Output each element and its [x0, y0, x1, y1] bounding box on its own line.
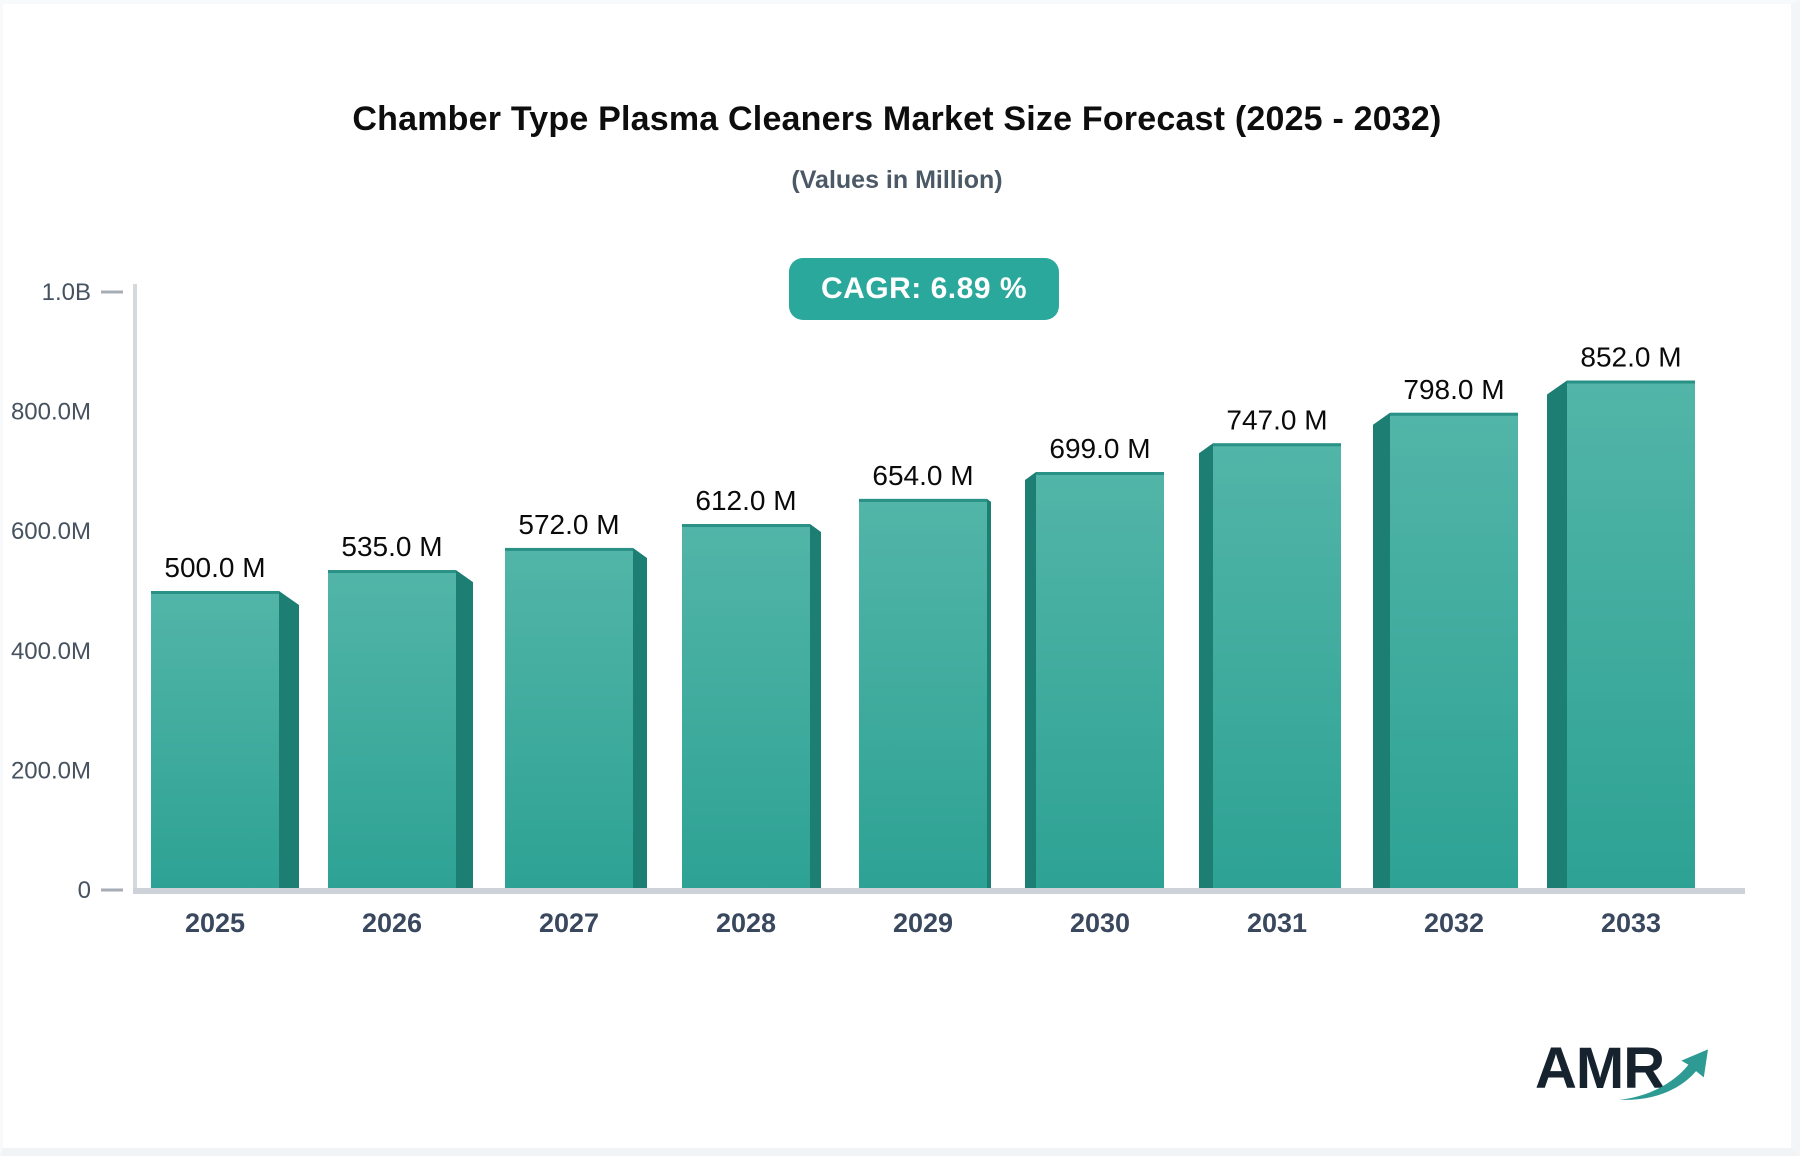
x-tick-label: 2028 [716, 908, 776, 938]
y-axis-line [133, 284, 137, 894]
bar-top-edge [1390, 412, 1518, 416]
bar-2029[interactable]: 654.0 M 2029 [859, 460, 991, 938]
bar-value-label: 572.0 M [518, 509, 619, 540]
growth-arrow-icon [1619, 1049, 1708, 1100]
bar-top-edge [859, 498, 987, 502]
bar-side-face[interactable] [633, 547, 647, 890]
bar-face[interactable] [859, 498, 987, 890]
x-tick-label: 2033 [1601, 908, 1661, 938]
cagr-badge: CAGR: 6.89 % [788, 258, 1060, 320]
y-tick-label: 200.0M [11, 757, 91, 784]
y-tick-label: 800.0M [11, 399, 91, 426]
bar-value-label: 612.0 M [695, 485, 796, 516]
bar-face[interactable] [151, 591, 279, 890]
x-tick-label: 2029 [893, 908, 953, 938]
bar-2025[interactable]: 500.0 M 2025 [151, 552, 299, 938]
x-axis-line [133, 888, 1745, 894]
amr-logo[interactable]: AMR [1535, 1034, 1715, 1114]
x-tick-label: 2025 [185, 908, 245, 938]
bar-value-label: 500.0 M [164, 552, 265, 583]
bar-side-face[interactable] [987, 498, 991, 890]
bar-top-edge [151, 591, 279, 594]
bar-2033[interactable]: 852.0 M 2033 [1547, 342, 1695, 938]
bar-face[interactable] [1036, 471, 1164, 890]
bar-2026[interactable]: 535.0 M 2026 [328, 531, 473, 938]
bar-side-face[interactable] [1025, 471, 1036, 890]
y-tick-label: 600.0M [11, 518, 91, 545]
bar-side-face[interactable] [279, 591, 299, 890]
chart-subtitle: (Values in Million) [791, 166, 1003, 194]
bar-value-label: 852.0 M [1580, 342, 1681, 373]
bar-2028[interactable]: 612.0 M 2028 [682, 485, 821, 938]
bar-top-edge [1036, 471, 1164, 475]
chart-title: Chamber Type Plasma Cleaners Market Size… [352, 100, 1442, 138]
bar-value-label: 535.0 M [341, 531, 442, 562]
bar-face[interactable] [682, 524, 810, 890]
bar-value-label: 798.0 M [1403, 374, 1504, 405]
y-tick-dash [101, 290, 123, 294]
bar-2030[interactable]: 699.0 M 2030 [1025, 433, 1164, 938]
x-tick-label: 2027 [539, 908, 599, 938]
bar-face[interactable] [328, 570, 456, 890]
bar-side-face[interactable] [810, 524, 821, 890]
x-tick-label: 2026 [362, 908, 422, 938]
bar-chart: 0 200.0M 400.0M 600.0M 800.0M 1.0B 500.0 M 2025… [11, 279, 1745, 938]
bar-value-label: 747.0 M [1226, 404, 1327, 435]
bar-face[interactable] [1213, 443, 1341, 890]
x-tick-label: 2030 [1070, 908, 1130, 938]
bar-side-face[interactable] [456, 570, 473, 890]
x-tick-label: 2031 [1247, 908, 1307, 938]
bar-2027[interactable]: 572.0 M 2027 [505, 509, 647, 938]
y-tick-label: 400.0M [11, 638, 91, 665]
y-tick-label: 1.0B [42, 279, 91, 306]
bar-side-face[interactable] [1373, 412, 1390, 890]
bar-face[interactable] [1390, 412, 1518, 890]
bar-2032[interactable]: 798.0 M 2032 [1373, 374, 1518, 938]
bar-2031[interactable]: 747.0 M 2031 [1199, 404, 1341, 938]
bar-side-face[interactable] [1199, 443, 1213, 890]
bar-face[interactable] [1567, 380, 1695, 890]
x-tick-label: 2032 [1424, 908, 1484, 938]
y-tick-label: 0 [78, 877, 91, 904]
bar-value-label: 699.0 M [1049, 433, 1150, 464]
bar-side-face[interactable] [1547, 380, 1567, 890]
bar-top-edge [1567, 380, 1695, 384]
bar-top-edge [328, 570, 456, 574]
bar-top-edge [1213, 443, 1341, 447]
amr-logo-text: AMR [1535, 1036, 1665, 1101]
y-tick-dash [101, 888, 123, 892]
bar-face[interactable] [505, 547, 633, 890]
bar-top-edge [682, 524, 810, 528]
bar-value-label: 654.0 M [872, 460, 973, 491]
bar-top-edge [505, 547, 633, 551]
